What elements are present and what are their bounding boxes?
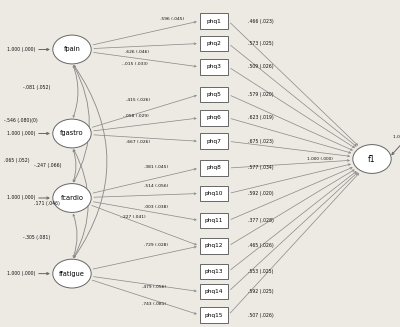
Text: .743 (.081): .743 (.081) — [142, 301, 166, 306]
Text: ffatigue: ffatigue — [59, 271, 85, 277]
Text: phq5: phq5 — [206, 92, 222, 97]
FancyBboxPatch shape — [200, 213, 228, 228]
Text: 1.000 (.000): 1.000 (.000) — [7, 47, 36, 52]
Text: .479 (.056): .479 (.056) — [142, 284, 166, 288]
FancyBboxPatch shape — [200, 160, 228, 176]
Text: phq11: phq11 — [205, 218, 223, 223]
Text: .465 (.026): .465 (.026) — [248, 244, 274, 249]
Circle shape — [53, 35, 91, 64]
Text: .626 (.046): .626 (.046) — [125, 50, 149, 54]
Text: 1.000 (.000): 1.000 (.000) — [7, 131, 36, 136]
Text: .623 (.019): .623 (.019) — [248, 115, 274, 120]
Text: phq12: phq12 — [205, 244, 223, 249]
Text: phq2: phq2 — [206, 41, 222, 46]
Text: .003 (.038): .003 (.038) — [144, 205, 168, 209]
Text: phq10: phq10 — [205, 191, 223, 196]
Text: phq8: phq8 — [206, 165, 222, 170]
Text: -.546 (.080)(0): -.546 (.080)(0) — [4, 118, 38, 123]
Text: phq3: phq3 — [206, 64, 222, 69]
Text: .415 (.026): .415 (.026) — [126, 97, 150, 102]
Text: phq1: phq1 — [207, 19, 221, 24]
Text: -.247 (.066): -.247 (.066) — [34, 163, 62, 167]
Text: phq7: phq7 — [206, 139, 222, 144]
Text: 1.000 (.000): 1.000 (.000) — [7, 196, 36, 200]
FancyBboxPatch shape — [200, 264, 228, 279]
Text: .592 (.020): .592 (.020) — [248, 191, 274, 196]
Text: 1.000 (.000): 1.000 (.000) — [307, 157, 332, 161]
Text: phq13: phq13 — [205, 269, 223, 274]
Text: .377 (.028): .377 (.028) — [248, 218, 274, 223]
Circle shape — [353, 145, 391, 173]
Text: -.081 (.052): -.081 (.052) — [23, 84, 50, 90]
Text: .596 (.045): .596 (.045) — [160, 17, 184, 21]
FancyBboxPatch shape — [200, 87, 228, 102]
FancyBboxPatch shape — [200, 186, 228, 201]
Text: .553 (.025): .553 (.025) — [248, 269, 274, 274]
Circle shape — [53, 259, 91, 288]
Text: -.058 (.029): -.058 (.029) — [123, 114, 149, 118]
Text: .514 (.056): .514 (.056) — [144, 184, 168, 188]
Text: .675 (.023): .675 (.023) — [248, 139, 274, 144]
Text: phq6: phq6 — [207, 115, 221, 120]
FancyBboxPatch shape — [200, 59, 228, 75]
FancyBboxPatch shape — [200, 133, 228, 149]
FancyBboxPatch shape — [200, 238, 228, 254]
Text: fcardio: fcardio — [60, 195, 84, 201]
Text: 1.000 (.000): 1.000 (.000) — [393, 135, 400, 139]
Circle shape — [53, 119, 91, 148]
Text: .466 (.023): .466 (.023) — [248, 19, 274, 24]
Text: -.227 (.041): -.227 (.041) — [120, 215, 146, 219]
Text: .729 (.028): .729 (.028) — [144, 243, 168, 247]
Text: phq15: phq15 — [205, 313, 223, 318]
FancyBboxPatch shape — [200, 36, 228, 51]
Text: -.305 (.081): -.305 (.081) — [23, 235, 50, 240]
Text: .592 (.025): .592 (.025) — [248, 289, 274, 294]
Circle shape — [53, 183, 91, 213]
Text: .667 (.026): .667 (.026) — [126, 140, 150, 144]
Text: 1.000 (.000): 1.000 (.000) — [7, 271, 36, 276]
FancyBboxPatch shape — [200, 110, 228, 126]
Text: .573 (.025): .573 (.025) — [248, 41, 274, 46]
Text: .507 (.026): .507 (.026) — [248, 313, 274, 318]
Text: fgastro: fgastro — [60, 130, 84, 136]
FancyBboxPatch shape — [200, 13, 228, 29]
Text: .065 (.052): .065 (.052) — [4, 158, 30, 163]
Text: -.015 (.033): -.015 (.033) — [122, 61, 148, 66]
FancyBboxPatch shape — [200, 307, 228, 323]
Text: phq14: phq14 — [205, 289, 223, 294]
FancyBboxPatch shape — [200, 284, 228, 300]
Text: fpain: fpain — [64, 46, 80, 53]
Text: .579 (.020): .579 (.020) — [248, 92, 274, 97]
Text: .577 (.034): .577 (.034) — [248, 165, 274, 170]
Text: .171 (.046): .171 (.046) — [34, 201, 60, 206]
Text: f1: f1 — [368, 154, 376, 164]
Text: .381 (.045): .381 (.045) — [144, 165, 168, 169]
Text: .509 (.026): .509 (.026) — [248, 64, 274, 69]
